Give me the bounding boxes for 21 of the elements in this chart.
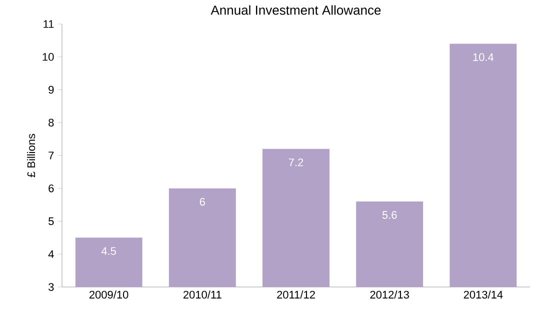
y-tick-label: 5	[48, 217, 54, 226]
y-tick-label: 9	[48, 86, 54, 94]
y-tick-label: 6	[48, 184, 54, 192]
y-tick-label: 10	[42, 52, 54, 61]
y-tick-label: 11	[44, 20, 54, 28]
y-axis-title: £ Billions	[27, 134, 36, 178]
chart-title: Annual Investment Allowance	[210, 5, 381, 15]
x-tick-label: 2012/13	[370, 290, 409, 299]
y-tick-label: 7	[48, 152, 54, 160]
data-label: 5.6	[382, 211, 397, 219]
x-tick-label: 2011/12	[277, 290, 315, 299]
data-label: 10.4	[473, 53, 494, 62]
x-tick-label: 2009/10	[89, 290, 128, 299]
y-tick-label: 4	[48, 250, 54, 258]
y-tick-label: 3	[48, 283, 54, 291]
data-label: 7.2	[288, 158, 304, 166]
data-label: 4.5	[101, 247, 116, 255]
x-tick-label: 2010/11	[183, 290, 222, 299]
data-label: 6	[200, 198, 205, 206]
x-tick-label: 2013/14	[464, 290, 503, 299]
y-tick-label: 8	[48, 118, 54, 127]
